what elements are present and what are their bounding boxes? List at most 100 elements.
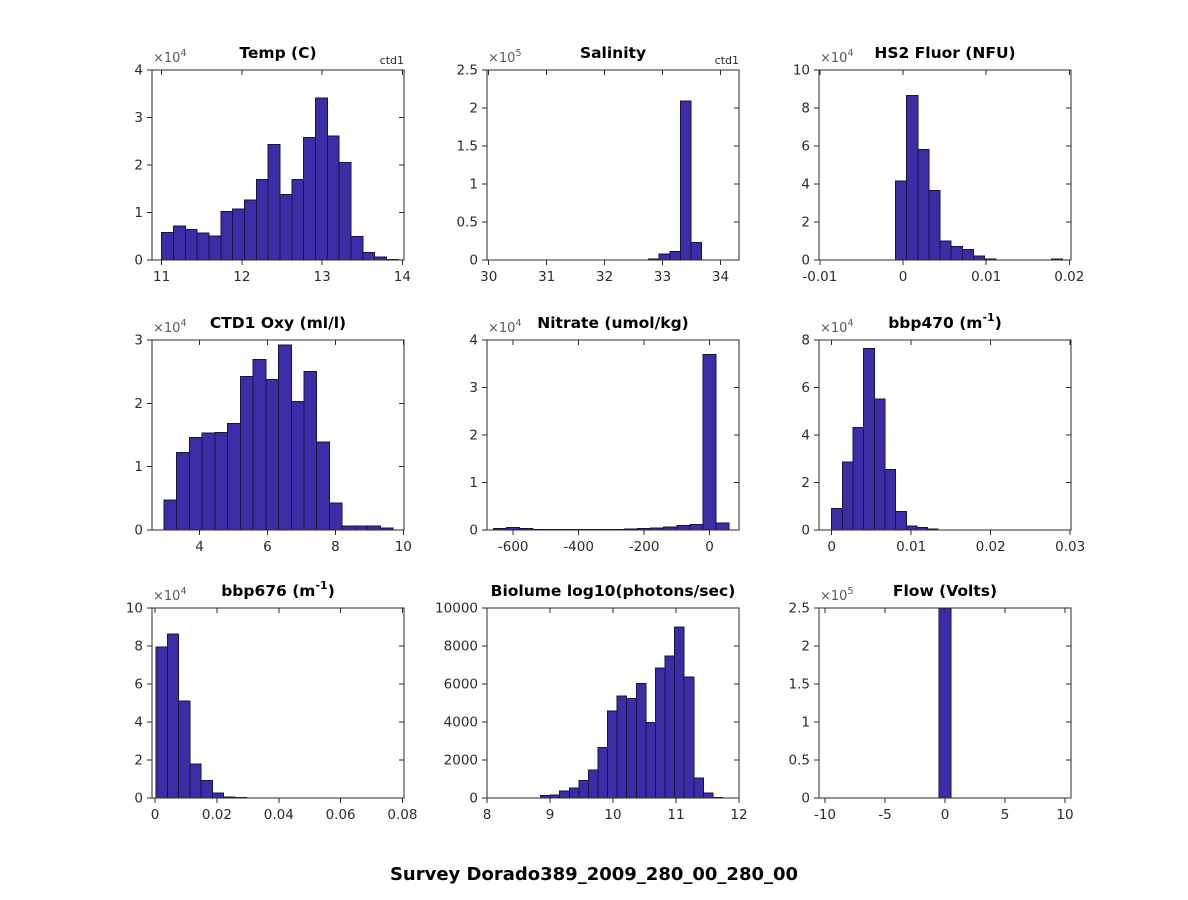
x-axis: -10 -5 0 5 10: [814, 608, 1074, 823]
histogram-bar: [715, 522, 730, 531]
histogram-bar: [303, 136, 317, 261]
y-axis-exponent-label: ×104: [820, 48, 853, 66]
histogram-bar: [279, 193, 293, 261]
histogram-bar: [291, 178, 305, 261]
y-tick-label: 6: [801, 380, 810, 396]
x-tick-label: 11: [667, 807, 684, 823]
histogram-bar: [172, 225, 186, 261]
subplot-flow-volts: -10 -5 0 5 10 0 0.5 1 1.5 2 2.5 ×105 Flow (Volts): [789, 582, 1074, 823]
axes-box: [486, 339, 740, 531]
subplot-title: CTD1 Oxy (ml/l): [210, 314, 346, 332]
histogram-bars: [648, 100, 703, 261]
x-tick-label: 10: [395, 539, 412, 555]
histogram-bar: [267, 144, 281, 261]
x-tick-label: 0.01: [971, 269, 1001, 285]
x-tick-label: 5: [1001, 807, 1010, 823]
subplot-nitrate-umol-kg: -600 -400 -200 0 0 1 2 3 4 ×104 Nitrate (umol/kg): [469, 314, 740, 555]
histogram-bar: [161, 231, 174, 261]
y-tick-label: 0: [134, 253, 143, 269]
histogram-bar: [645, 721, 656, 799]
subplot-bbp470-m-1: 0 0.01 0.02 0.03 0 2 4 6 8 ×104 bbp470 (m-1): [801, 311, 1085, 555]
y-tick-label: 2: [134, 158, 143, 174]
x-tick-label: 0: [899, 269, 908, 285]
histogram-bar: [831, 507, 843, 531]
histogram-bar: [587, 769, 599, 799]
histogram-bar: [690, 242, 703, 261]
histogram-bar: [350, 235, 364, 261]
y-tick-label: 1: [469, 177, 478, 193]
x-axis: 0 0.01 0.02 0.03: [827, 340, 1085, 555]
histogram-bar: [232, 208, 246, 261]
y-tick-label: 3: [469, 380, 478, 396]
histogram-bar: [265, 378, 280, 531]
histogram-bar: [852, 427, 865, 531]
histogram-bar: [178, 700, 191, 799]
histogram-bar: [938, 607, 952, 799]
histogram-bar: [683, 676, 695, 799]
y-axis: 0 1 2 3 4: [469, 333, 739, 539]
histogram-bar: [326, 135, 340, 261]
x-tick-label: -200: [629, 539, 660, 555]
histogram-bar: [255, 178, 269, 261]
x-tick-label: -10: [814, 807, 836, 823]
y-axis: 0 0.5 1 1.5 2 2.5: [789, 601, 1071, 807]
histogram-bars: [938, 607, 952, 799]
y-tick-label: 6: [134, 677, 143, 693]
histogram-bars: [155, 633, 247, 799]
y-tick-label: 4: [134, 715, 143, 731]
y-tick-label: 2: [134, 396, 143, 412]
axes-box: [818, 69, 1072, 261]
x-tick-label: 6: [263, 539, 272, 555]
y-tick-label: 0: [134, 523, 143, 539]
histogram-bar: [961, 248, 975, 261]
y-tick-label: 2: [801, 215, 810, 231]
histogram-bar: [303, 371, 318, 531]
histogram-bar: [239, 376, 254, 531]
subplot-title: bbp676 (m-1): [221, 579, 335, 600]
subplot-title: Biolume log10(photons/sec): [491, 582, 736, 600]
x-tick-label: 11: [153, 269, 170, 285]
histogram-bar: [679, 100, 692, 261]
x-tick-label: 33: [654, 269, 671, 285]
axes-box: [486, 69, 740, 261]
x-tick-label: 9: [546, 807, 555, 823]
subplot-ctd1-oxy-ml-l: 4 6 8 10 0 1 2 3 ×104 CTD1 Oxy (ml/l): [134, 314, 412, 555]
histogram-bar: [200, 780, 213, 799]
x-axis: -600 -400 -200 0: [498, 340, 714, 555]
x-tick-label: 0: [151, 807, 160, 823]
y-axis-exponent-label: ×104: [820, 318, 853, 336]
histogram-bar: [669, 251, 681, 261]
y-tick-label: 0.5: [457, 215, 478, 231]
y-tick-label: 1.5: [789, 677, 810, 693]
histogram-bar: [973, 255, 986, 261]
histogram-bar: [702, 353, 717, 531]
y-tick-label: 1.5: [457, 139, 478, 155]
x-tick-label: 0.02: [202, 807, 232, 823]
histogram-bars: [163, 344, 394, 531]
y-axis-exponent-label: ×104: [153, 48, 186, 66]
histogram-bar: [906, 95, 919, 261]
y-tick-label: 2: [801, 475, 810, 491]
histogram-bar: [568, 787, 580, 799]
y-axis-exponent-label: ×104: [488, 318, 521, 336]
y-tick-label: 3: [134, 333, 143, 349]
x-tick-label: 14: [394, 269, 411, 285]
x-tick-label: 0.02: [976, 539, 1006, 555]
histogram-bar: [626, 697, 637, 799]
corner-label: ctd1: [380, 54, 404, 67]
histogram-bar: [905, 525, 918, 531]
histogram-bar: [354, 525, 369, 531]
x-tick-label: 32: [596, 269, 613, 285]
histogram-bar: [315, 97, 328, 261]
histogram-bar: [578, 780, 589, 799]
histogram-bar: [559, 790, 570, 799]
histogram-bar: [863, 347, 875, 531]
histogram-bar: [597, 747, 609, 799]
histogram-bar: [278, 344, 292, 531]
histogram-bar: [689, 523, 704, 531]
y-axis-exponent-label: ×104: [153, 318, 186, 336]
histogram-bar: [201, 432, 216, 531]
histogram-bar: [654, 667, 666, 799]
y-tick-label: 6000: [444, 677, 478, 693]
